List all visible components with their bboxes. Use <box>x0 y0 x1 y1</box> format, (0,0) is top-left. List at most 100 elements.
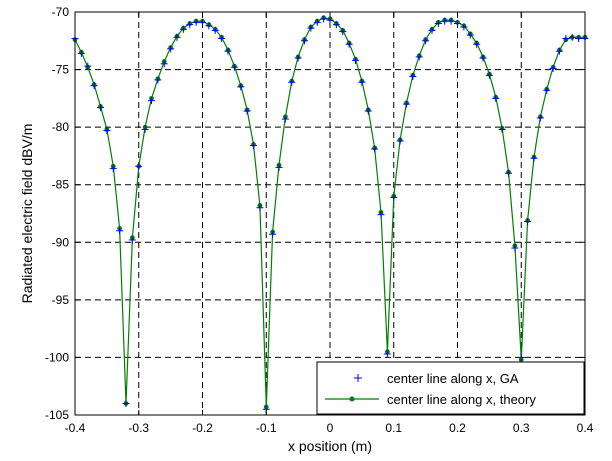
ga-point <box>77 49 85 57</box>
y-axis-label: Radiated electric field dBV/m <box>19 124 35 304</box>
ga-point <box>97 104 104 112</box>
ga-point <box>345 40 353 48</box>
ga-point <box>447 17 455 25</box>
ga-point <box>269 230 277 238</box>
ga-point <box>179 25 187 33</box>
x-tick-label: 0 <box>327 421 334 435</box>
ga-point <box>485 71 493 79</box>
legend-label-theory: center line along x, theory <box>387 392 536 407</box>
grid <box>75 12 585 415</box>
ga-point <box>294 54 302 62</box>
legend-marker-ga <box>354 374 362 382</box>
ga-point <box>556 47 563 55</box>
ga-point <box>371 145 379 153</box>
ga-point <box>492 94 500 102</box>
ga-point <box>339 28 347 36</box>
ga-point <box>243 107 251 115</box>
ga-point <box>301 37 308 45</box>
ga-point <box>352 56 359 64</box>
ga-point <box>160 60 168 68</box>
ga-point <box>505 169 512 177</box>
legend-theory-dot <box>349 396 355 402</box>
x-tick-label: 0.2 <box>449 421 466 435</box>
ga-point <box>167 45 175 53</box>
ga-point <box>377 211 385 219</box>
y-tick-label: -90 <box>52 235 70 249</box>
ga-point <box>428 26 436 34</box>
ga-point <box>422 37 430 45</box>
x-tick-label: -0.4 <box>65 421 86 435</box>
ga-point <box>224 47 232 55</box>
ga-point <box>122 399 130 407</box>
ga-point <box>250 142 257 150</box>
ga-point <box>199 18 206 26</box>
ga-point <box>454 20 461 28</box>
ga-point <box>320 15 328 23</box>
y-tick-label: -75 <box>52 63 70 77</box>
ga-point <box>326 16 334 24</box>
y-tick-label: -85 <box>52 178 70 192</box>
ga-point <box>148 97 155 105</box>
x-tick-label: -0.2 <box>192 421 213 435</box>
ga-point <box>288 78 296 86</box>
ga-point <box>103 127 111 135</box>
ga-point <box>237 83 245 91</box>
ga-point <box>256 204 264 212</box>
ga-point <box>128 236 136 244</box>
ga-point <box>135 162 143 170</box>
ga-point <box>517 353 525 361</box>
ga-point <box>116 227 124 235</box>
legend-box <box>316 361 585 415</box>
x-axis-label: x position (m) <box>288 438 372 454</box>
ga-point <box>536 114 544 122</box>
y-tick-label: -100 <box>45 350 69 364</box>
x-tick-label: -0.1 <box>256 421 277 435</box>
ga-point <box>281 115 289 123</box>
ga-point <box>84 62 92 70</box>
ga-point <box>141 125 149 133</box>
ga-point <box>415 53 423 61</box>
ga-point <box>409 72 417 80</box>
ga-point <box>390 193 398 201</box>
ga-point <box>358 78 366 86</box>
ga-point <box>434 20 442 28</box>
ga-point <box>530 154 538 162</box>
ga-point <box>575 34 583 42</box>
ga-point <box>230 63 238 71</box>
ga-point <box>173 33 181 41</box>
ga-point <box>460 23 468 31</box>
ga-point <box>524 218 532 226</box>
legend: center line along x, GA center line alon… <box>316 361 585 415</box>
tick-labels: -0.4 -0.3 -0.2 -0.1 0 0.1 0.2 0.3 0.4 -70 -75 -80 -8… <box>45 5 594 435</box>
y-tick-label: -80 <box>52 120 70 134</box>
y-tick-label: -105 <box>45 408 69 422</box>
ga-point <box>218 34 226 42</box>
ga-point <box>479 54 487 62</box>
ga-point <box>205 22 213 30</box>
legend-marker-theory <box>325 396 379 402</box>
ga-point <box>383 350 391 358</box>
ga-point <box>332 21 340 29</box>
legend-label-ga: center line along x, GA <box>387 371 519 386</box>
ga-point <box>211 26 219 34</box>
x-tick-label: -0.3 <box>128 421 149 435</box>
series-layer <box>71 15 589 413</box>
ga-point <box>109 165 117 173</box>
ga-point <box>192 18 200 26</box>
ga-point <box>466 31 474 39</box>
ga-point <box>307 24 315 32</box>
ga-point <box>543 86 551 94</box>
ga-point <box>549 64 557 72</box>
x-tick-label: 0.4 <box>577 421 594 435</box>
ga-point <box>568 33 576 41</box>
y-tick-label: -70 <box>52 5 70 19</box>
ga-point <box>364 107 372 115</box>
x-tick-label: 0.3 <box>513 421 530 435</box>
ga-point <box>275 163 283 171</box>
ticks <box>74 11 586 416</box>
ga-point <box>511 244 519 252</box>
ga-point <box>562 34 570 42</box>
x-tick-label: 0.1 <box>385 421 402 435</box>
ga-point <box>498 125 506 133</box>
